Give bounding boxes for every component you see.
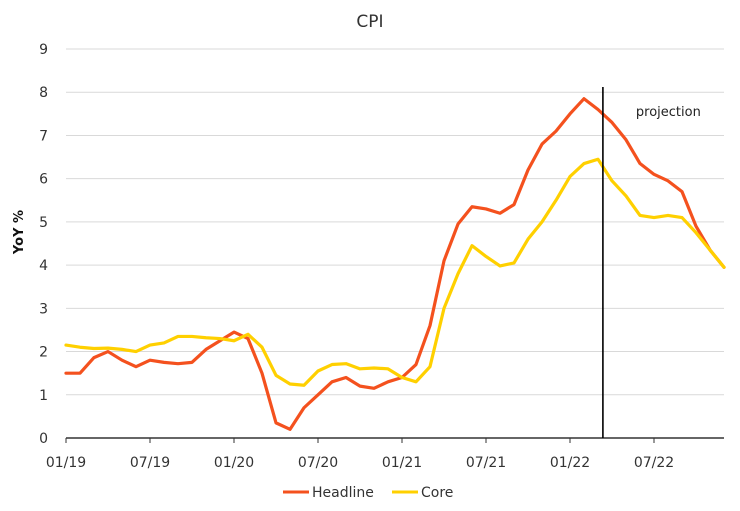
- y-tick-label: 1: [39, 388, 48, 404]
- x-tick-labels: 01/19 07/19 01/20 07/20 01/21 07/21 01/22 07/22: [46, 438, 674, 471]
- series-lines: [64, 97, 726, 431]
- y-tick-label: 2: [39, 345, 48, 361]
- y-tick-label: 6: [39, 172, 48, 188]
- y-tick-label: 5: [39, 215, 48, 231]
- y-tick-label: 8: [39, 85, 48, 101]
- legend: Headline Core: [283, 485, 453, 501]
- x-tick-label: 07/20: [298, 455, 338, 471]
- chart-title: CPI: [356, 12, 383, 32]
- projection-annotation: projection: [636, 105, 701, 120]
- x-tick-label: 07/19: [130, 455, 170, 471]
- x-tick-label: 01/22: [550, 455, 590, 471]
- x-tick-label: 07/22: [634, 455, 674, 471]
- x-tick-label: 01/20: [214, 455, 254, 471]
- y-tick-label: 4: [39, 258, 48, 274]
- y-tick-label: 3: [39, 301, 48, 317]
- y-axis-label: YoY %: [12, 210, 27, 255]
- legend-label-headline: Headline: [312, 485, 374, 501]
- legend-label-core: Core: [421, 485, 453, 501]
- y-tick-label: 7: [39, 128, 48, 144]
- series-line-headline: [64, 97, 726, 431]
- y-tick-label: 9: [39, 42, 48, 58]
- series-line-core: [64, 157, 726, 387]
- y-tick-labels: 0 1 2 3 4 5 6 7 8 9: [39, 42, 48, 447]
- x-tick-label: 01/19: [46, 455, 86, 471]
- x-tick-label: 07/21: [466, 455, 506, 471]
- gridlines: [66, 48, 724, 439]
- x-tick-label: 01/21: [382, 455, 422, 471]
- y-tick-label: 0: [39, 431, 48, 447]
